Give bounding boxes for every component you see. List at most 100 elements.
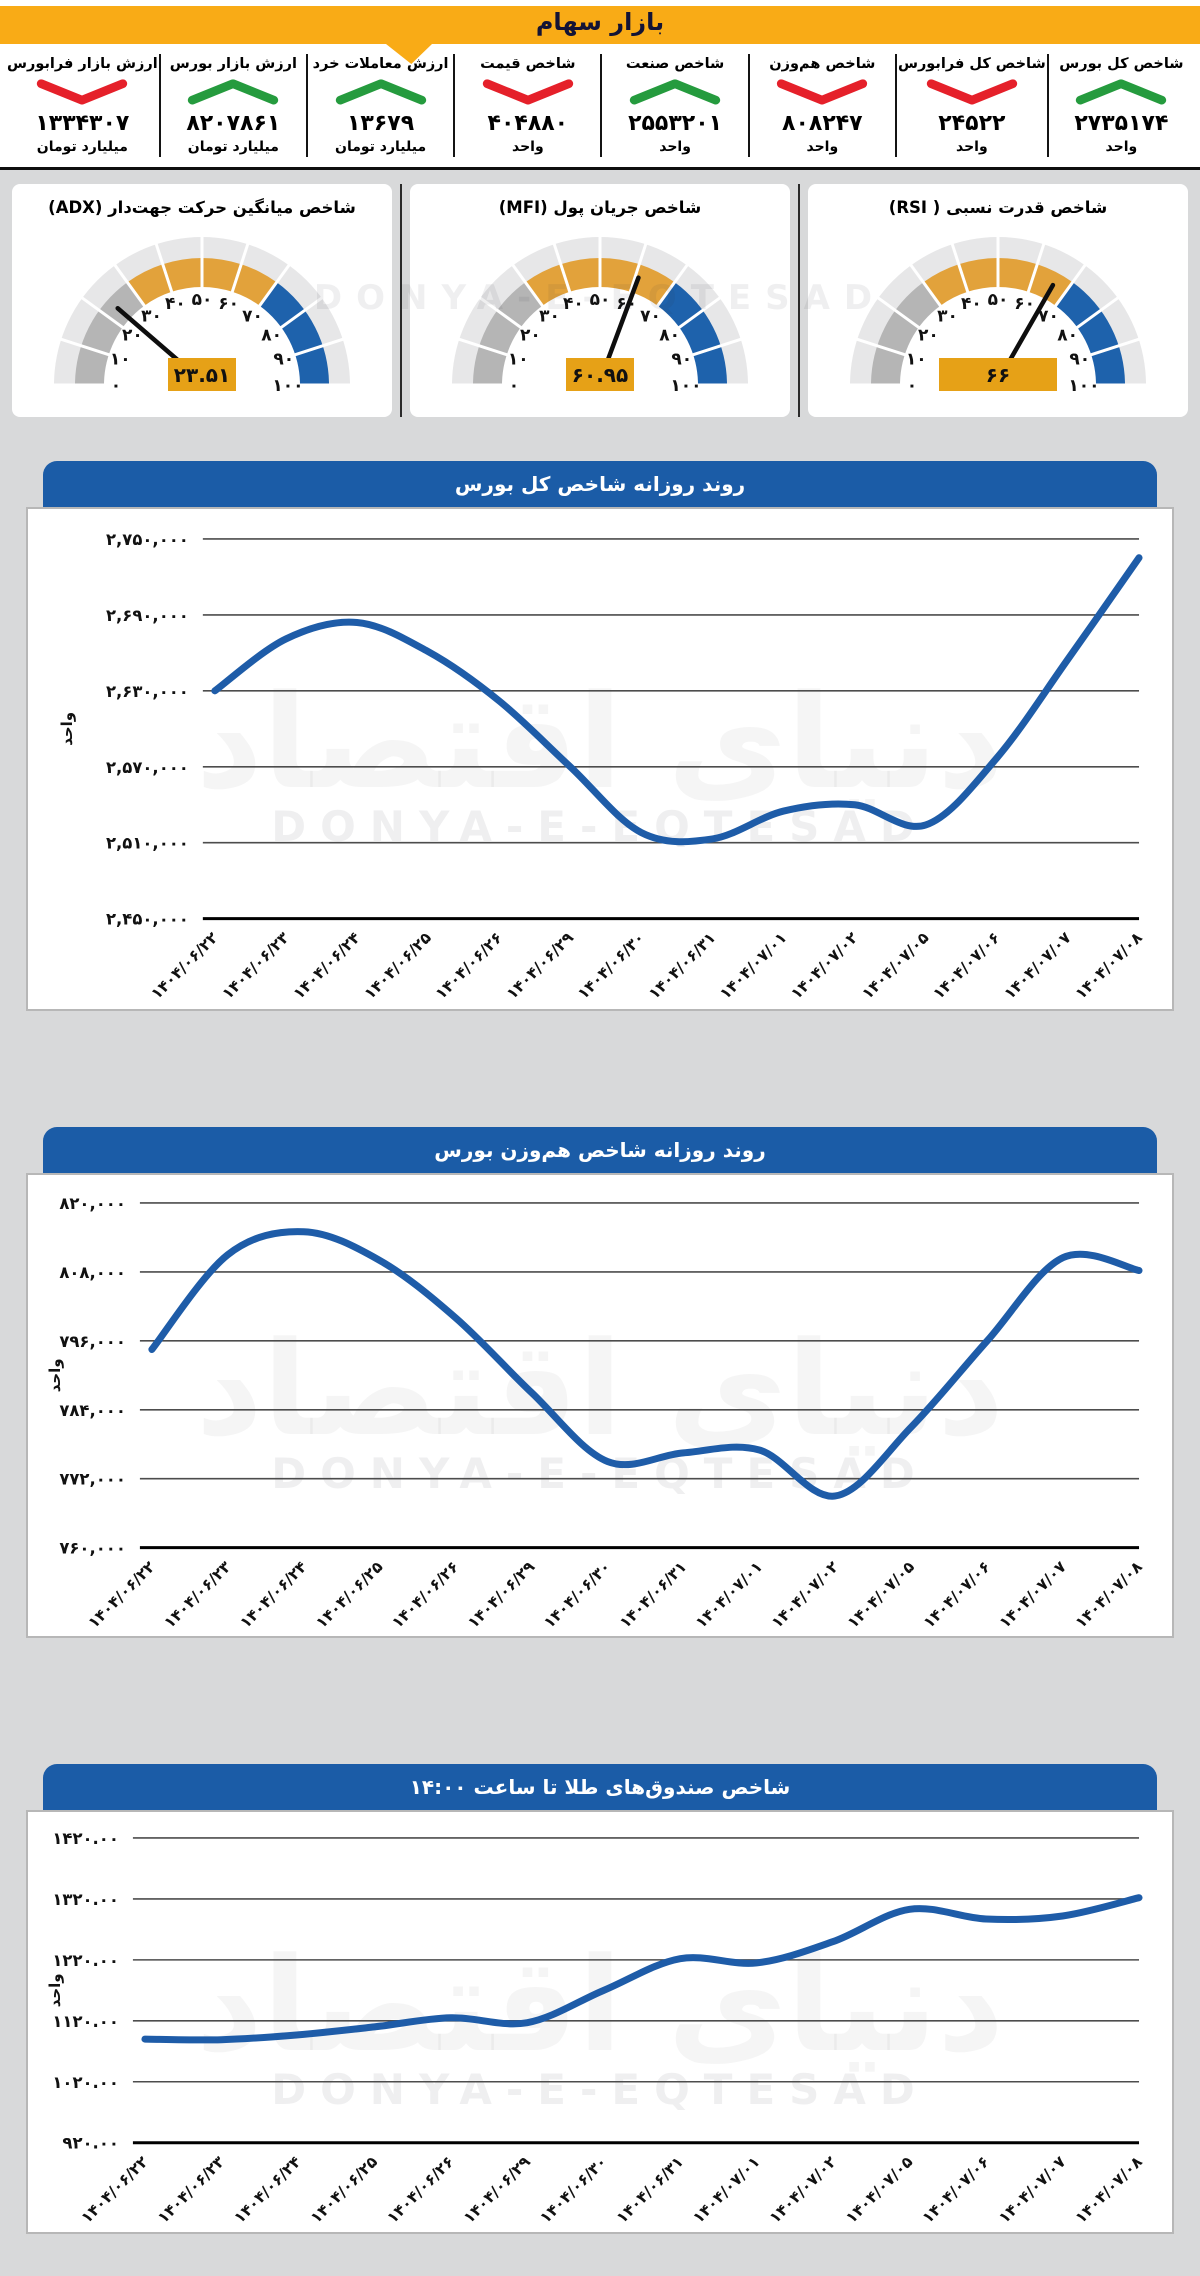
trend-line bbox=[211, 554, 1143, 846]
x-axis-tick-label: ۱۴۰۴/۰۶/۲۳ bbox=[219, 928, 294, 1003]
vertical-divider bbox=[798, 184, 800, 417]
gauge-tick bbox=[1088, 337, 1142, 357]
x-axis-tick-label: ۱۴۰۴/۰۶/۲۲ bbox=[78, 2153, 153, 2228]
gauge-tick-label: ۱۰۰ bbox=[272, 376, 303, 396]
gauge-tick-label: ۹۰ bbox=[1069, 349, 1090, 369]
trend-line bbox=[141, 1894, 1143, 2044]
indicator-unit: واحد bbox=[511, 139, 544, 155]
gauge-tick bbox=[58, 337, 112, 357]
indicator-label: شاخص قیمت bbox=[480, 56, 576, 72]
indicator-cell: ارزش بازار بورس ۸۲۰۷۸۶۱ میلیارد تومان bbox=[161, 54, 308, 157]
market-indicators-row: ارزش بازار فرابورس ۱۳۳۴۳۰۷ میلیارد تومان ار… bbox=[0, 46, 1200, 170]
indicator-label: ارزش بازار فرابورس bbox=[7, 56, 158, 72]
x-axis-tick-label: ۱۴۰۴/۰۶/۳۱ bbox=[616, 1557, 690, 1631]
gauge-tick bbox=[1074, 295, 1121, 330]
gauge-tick-label: ۶۰ bbox=[218, 294, 239, 314]
x-axis-tick-label: ۱۴۰۴/۰۶/۲۳ bbox=[154, 2153, 229, 2228]
gauge-tick-label: ۱۰۰ bbox=[670, 376, 701, 396]
y-axis-tick-label: ۱۲۲۰.۰۰ bbox=[52, 1951, 119, 1970]
y-axis-tick-label: ۲,۶۳۰,۰۰۰ bbox=[106, 682, 189, 701]
line-chart: ۲,۷۵۰,۰۰۰ ۲,۶۹۰,۰۰۰ ۲,۶۳۰,۰۰۰ ۲,۵۷۰,۰۰۰ ۲,۵۱… bbox=[58, 530, 1147, 1003]
gauge-tick-label: ۸۰ bbox=[261, 325, 282, 345]
gauge-value-box bbox=[939, 358, 1057, 391]
gauge-tick-label: ۴۰ bbox=[563, 294, 584, 314]
x-axis-tick-label: ۱۴۰۴/۰۷/۰۷ bbox=[1001, 928, 1076, 1003]
gauge-tick-label: ۱۰ bbox=[110, 349, 131, 369]
x-axis-tick-label: ۱۴۰۴/۰۶/۲۵ bbox=[307, 2153, 381, 2227]
x-axis-tick-label: ۱۴۰۴/۰۷/۰۲ bbox=[766, 2153, 841, 2228]
indicator-unit: واحد bbox=[659, 139, 691, 155]
indicator-unit: میلیارد تومان bbox=[36, 139, 128, 155]
y-axis-unit-label: واحد bbox=[46, 1974, 64, 2008]
gauge-tick-label: ۸۰ bbox=[659, 325, 680, 345]
y-axis-tick-label: ۲,۴۵۰,۰۰۰ bbox=[106, 910, 189, 929]
gauge-tick-label: ۱۰۰ bbox=[1068, 376, 1099, 396]
x-axis-tick-label: ۱۴۰۴/۰۶/۲۴ bbox=[290, 929, 364, 1003]
gauge-tick-label: ۶۰ bbox=[1014, 294, 1035, 314]
vertical-divider bbox=[400, 184, 402, 417]
chart-title-bar: روند روزانه شاخص هم‌وزن بورس bbox=[43, 1126, 1157, 1173]
x-axis-tick-label: ۱۴۰۴/۰۶/۲۳ bbox=[161, 1557, 236, 1632]
indicator-cell: شاخص کل فرابورس ۲۴۵۲۲ واحد bbox=[897, 54, 1049, 157]
indicator-label: شاخص هم‌وزن bbox=[769, 56, 876, 72]
gauge-band-arc bbox=[871, 282, 941, 385]
chart-plot-area: دنیای اقتصاد DONYA-E-EQTESAD ۲,۷۵۰,۰۰۰ ۲,۶۹… bbox=[26, 507, 1174, 1011]
gauge-tick bbox=[552, 241, 572, 295]
line-chart: ۱۴۲۰.۰۰ ۱۳۲۰.۰۰ ۱۲۲۰.۰۰ ۱۱۲۰.۰۰ ۱۰۲۰.۰۰ ۹۲۰.۰… bbox=[46, 1829, 1146, 2228]
gauge-tick-label: ۰ bbox=[907, 376, 917, 396]
indicator-value: ۲۴۵۲۲ bbox=[938, 111, 1006, 136]
gauge-tick bbox=[875, 295, 922, 330]
technical-gauges-section: شاخص میانگین حرکت جهت‌دار (ADX) ۰ ۱۰ ۲۰ ۳۰ ۴۰… bbox=[0, 170, 1200, 433]
gauge-row: شاخص میانگین حرکت جهت‌دار (ADX) ۰ ۱۰ ۲۰ ۳۰ ۴۰… bbox=[12, 184, 1188, 417]
indicator-unit: واحد bbox=[1105, 139, 1138, 155]
gauge-tick-label: ۰ bbox=[509, 376, 519, 396]
y-axis-tick-label: ۸۲۰,۰۰۰ bbox=[59, 1194, 126, 1213]
y-axis-tick-label: ۲,۷۵۰,۰۰۰ bbox=[106, 530, 189, 549]
line-chart: ۸۲۰,۰۰۰ ۸۰۸,۰۰۰ ۷۹۶,۰۰۰ ۷۸۴,۰۰۰ ۷۷۲,۰۰۰ ۷۶۰,۰… bbox=[46, 1194, 1146, 1632]
x-axis-tick-label: ۱۴۰۴/۰۶/۲۹ bbox=[503, 928, 578, 1003]
gauge-band-arc bbox=[75, 282, 145, 385]
gauge-tick-label: ۱۰ bbox=[906, 349, 927, 369]
trend-up-icon bbox=[629, 79, 721, 105]
gauge-chart: ۰۱۰۲۰۳۰۴۰۵۰۶۰۷۰۸۰۹۰۱۰۰۶۰.۹۵ bbox=[450, 235, 750, 396]
y-axis-tick-label: ۷۶۰,۰۰۰ bbox=[59, 1538, 126, 1557]
indicator-value: ۴۰۴۸۸۰ bbox=[487, 111, 569, 136]
gauge-tick bbox=[112, 262, 147, 309]
gauge-tick bbox=[230, 241, 250, 295]
x-axis-tick-label: ۱۴۰۴/۰۷/۰۵ bbox=[844, 1557, 918, 1631]
gauge-title: شاخص جریان پول (MFI) bbox=[498, 198, 702, 217]
indicator-unit: میلیارد تومان bbox=[335, 139, 427, 155]
x-axis-tick-label: ۱۴۰۴/۰۶/۲۴ bbox=[231, 2153, 305, 2227]
x-axis-tick-label: ۱۴۰۴/۰۷/۰۱ bbox=[692, 1557, 766, 1631]
gauge-tick bbox=[79, 295, 126, 330]
gauge-background-ring bbox=[54, 237, 350, 385]
gauge-value: ۶۶ bbox=[986, 363, 1010, 387]
chart-title: روند روزانه شاخص هم‌وزن بورس bbox=[434, 1137, 766, 1162]
gauge-tick bbox=[628, 241, 648, 295]
gauge-card: شاخص میانگین حرکت جهت‌دار (ADX) ۰ ۱۰ ۲۰ ۳۰ ۴۰… bbox=[12, 184, 392, 417]
gauge-tick bbox=[257, 262, 292, 309]
x-axis-tick-label: ۱۴۰۴/۰۷/۰۱ bbox=[716, 929, 790, 1003]
x-axis-tick-label: ۱۴۰۴/۰۷/۰۸ bbox=[1072, 928, 1147, 1003]
gauge-tick bbox=[510, 262, 545, 309]
gauge-tick bbox=[456, 337, 510, 357]
gauge-background-ring bbox=[850, 237, 1146, 385]
trend-down-icon bbox=[37, 79, 128, 105]
y-axis-tick-label: ۷۸۴,۰۰۰ bbox=[59, 1400, 126, 1419]
chart-title-bar: روند روزانه شاخص کل بورس bbox=[43, 461, 1157, 507]
y-axis-unit-label: واحد bbox=[58, 712, 76, 746]
y-axis-tick-label: ۷۷۲,۰۰۰ bbox=[59, 1469, 126, 1488]
indicator-cell: شاخص کل بورس ۲۷۳۵۱۷۴ واحد bbox=[1049, 54, 1194, 157]
y-axis-tick-label: ۲,۵۷۰,۰۰۰ bbox=[106, 758, 189, 777]
gauge-tick-label: ۳۰ bbox=[937, 306, 958, 326]
indicator-label: شاخص صنعت bbox=[625, 56, 725, 72]
y-axis-tick-label: ۱۴۲۰.۰۰ bbox=[52, 1829, 119, 1848]
indicator-cell: ارزش معاملات خرد ۱۳۶۷۹ میلیارد تومان bbox=[308, 54, 456, 157]
chart-card: روند روزانه شاخص هم‌وزن بورس دنیای اقتصاد… bbox=[26, 1126, 1174, 1639]
gauge-tick-label: ۷۰ bbox=[242, 306, 263, 326]
indicator-value: ۸۰۸۲۴۷ bbox=[782, 111, 863, 136]
gauge-tick bbox=[655, 262, 690, 309]
trend-up-icon bbox=[188, 79, 279, 105]
gauge-tick-label: ۹۰ bbox=[273, 349, 294, 369]
x-axis-tick-label: ۱۴۰۴/۰۶/۳۰ bbox=[540, 1557, 614, 1631]
